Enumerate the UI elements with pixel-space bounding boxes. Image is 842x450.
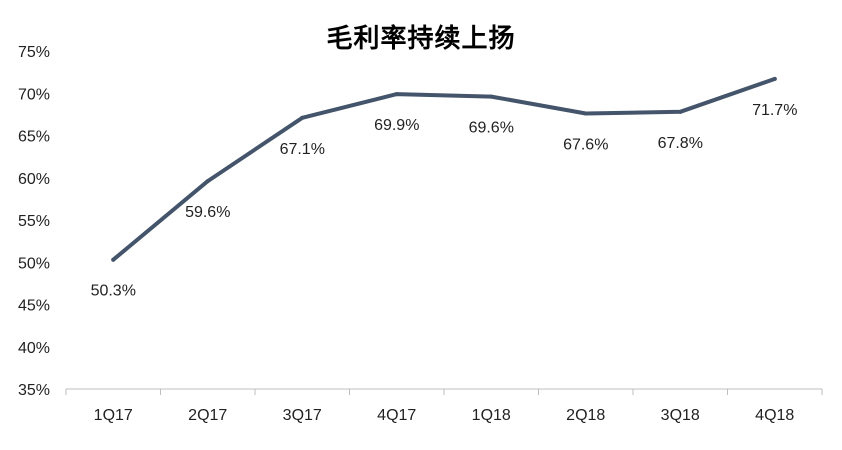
x-tick-label: 4Q17 <box>377 407 416 424</box>
series-layer <box>111 76 777 262</box>
x-tick-label: 3Q17 <box>283 407 322 424</box>
x-tick-label: 2Q17 <box>188 407 227 424</box>
data-point <box>394 92 399 97</box>
y-tick-label: 70% <box>18 86 50 103</box>
y-tick-label: 35% <box>18 382 50 399</box>
x-tick-label: 1Q18 <box>472 407 511 424</box>
y-tick-label: 50% <box>18 255 50 272</box>
y-tick-label: 65% <box>18 129 50 146</box>
y-tick-label: 40% <box>18 340 50 357</box>
chart-title: 毛利率持续上扬 <box>326 24 516 54</box>
x-tick-label: 3Q18 <box>661 407 700 424</box>
y-tick-label: 60% <box>18 171 50 188</box>
x-tick-label: 2Q18 <box>566 407 605 424</box>
data-point <box>489 94 494 99</box>
data-label: 69.9% <box>374 117 419 134</box>
data-label: 71.7% <box>752 102 797 119</box>
y-tick-label: 55% <box>18 213 50 230</box>
data-point <box>111 257 116 262</box>
x-tick-label: 4Q18 <box>755 407 794 424</box>
data-point <box>300 115 305 120</box>
y-axis-tick-labels: 35% 40% 45% 50% 55% 60% 65% 70% 75% <box>18 44 50 399</box>
x-axis <box>65 388 823 395</box>
data-point <box>678 109 683 114</box>
x-tick-label: 1Q17 <box>94 407 133 424</box>
series-line <box>111 76 777 262</box>
y-tick-label: 75% <box>18 44 50 61</box>
data-label: 69.6% <box>469 120 514 137</box>
data-label: 67.8% <box>658 135 703 152</box>
data-point <box>772 76 777 81</box>
y-tick-label: 45% <box>18 298 50 315</box>
x-axis-tick-labels: 1Q17 2Q17 3Q17 4Q17 1Q18 2Q18 3Q18 4Q18 <box>94 407 795 424</box>
data-point <box>205 179 210 184</box>
data-label: 59.6% <box>185 204 230 221</box>
data-label: 67.6% <box>563 137 608 154</box>
data-label: 50.3% <box>91 283 136 300</box>
data-label: 67.1% <box>280 141 325 158</box>
data-labels: 50.3% 59.6% 67.1% 69.9% 69.6% 67.6% 67.8% 71.7% <box>91 102 798 300</box>
data-point <box>583 111 588 116</box>
